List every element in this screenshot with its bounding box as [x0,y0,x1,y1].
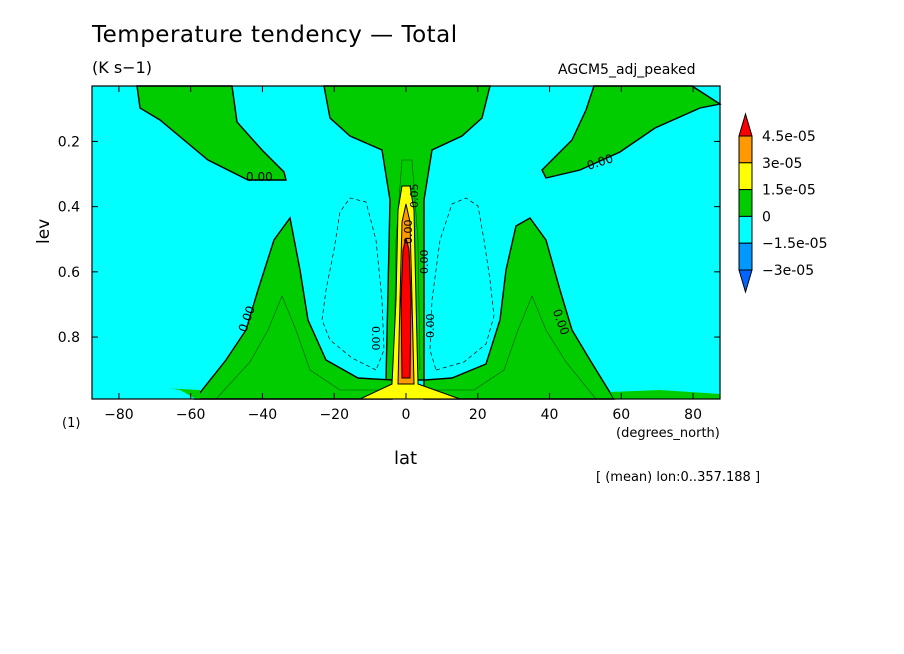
colorbar-swatch [738,112,753,137]
chart-units: (K s−1) [92,58,152,77]
x-axis-label: lat [394,448,418,469]
x-tick-label: −20 [319,407,349,423]
x-axis-units: (degrees_north) [616,426,720,441]
colorbar-swatch [738,242,753,271]
colorbar-level-label: 4.5e-05 [762,129,816,145]
region-high-lat-cap-south [136,85,287,181]
region-midlat-lower-north [423,217,616,400]
averaging-note: [ (mean) lon:0..357.188 ] [596,470,761,485]
x-tick-label: 40 [541,407,559,423]
run-name: AGCM5_adj_peaked [558,62,696,78]
x-tick-label: 0 [402,407,411,423]
colorbar-level-label: 1.5e-05 [762,183,816,199]
region-high-lat-cap-north [541,85,722,179]
x-tick-label: −80 [104,407,134,423]
x-tick-label: −40 [248,407,278,423]
colorbar-swatch [738,135,753,164]
surface-negative-strip [92,384,196,399]
colorbar-swatch [738,162,753,191]
inner-contour-north [430,295,597,400]
axes: −80 −60 −40 −20 0 20 40 60 80 0.2 0.4 0.6 0.8 [58,86,720,423]
dashed-contour-north [429,197,495,371]
colorbar: 4.5e-05 3e-05 1.5e-05 0 −1.5e-05 −3e-05 [738,112,827,294]
chart-title: Temperature tendency — Total [92,22,458,48]
y-tick-label: 0.2 [58,134,80,150]
colorbar-level-label: 3e-05 [762,156,802,172]
x-tick-label: 80 [684,407,702,423]
colorbar-level-label: −1.5e-05 [762,236,827,252]
y-tick-label: 0.6 [58,265,80,281]
y-tick-label: 0.4 [58,200,80,216]
region-surface-strip-north [610,390,720,399]
region-core-red [400,237,412,379]
y-tick-label: 0.8 [58,330,80,346]
inner-contour-updraft [393,159,421,371]
colorbar-swatch [738,215,753,244]
colorbar-swatch [738,189,753,217]
panel-id: (1) [62,416,81,431]
inner-contour-south [215,295,380,400]
contour-label: 0.00 [369,326,382,351]
x-tick-label: 20 [469,407,487,423]
contour-label: 0.00 [402,220,415,245]
colorbar-level-label: 0 [762,209,771,225]
x-tick-label: −60 [176,407,206,423]
contour-label: 0.00 [424,314,437,339]
contour-label: 0.00 [418,250,431,275]
x-tick-label: 60 [612,407,630,423]
contour-label: 0.00 [246,170,273,184]
colorbar-swatch [738,269,753,294]
colorbar-level-label: −3e-05 [762,263,814,279]
contour-label: 0.05 [408,184,421,209]
